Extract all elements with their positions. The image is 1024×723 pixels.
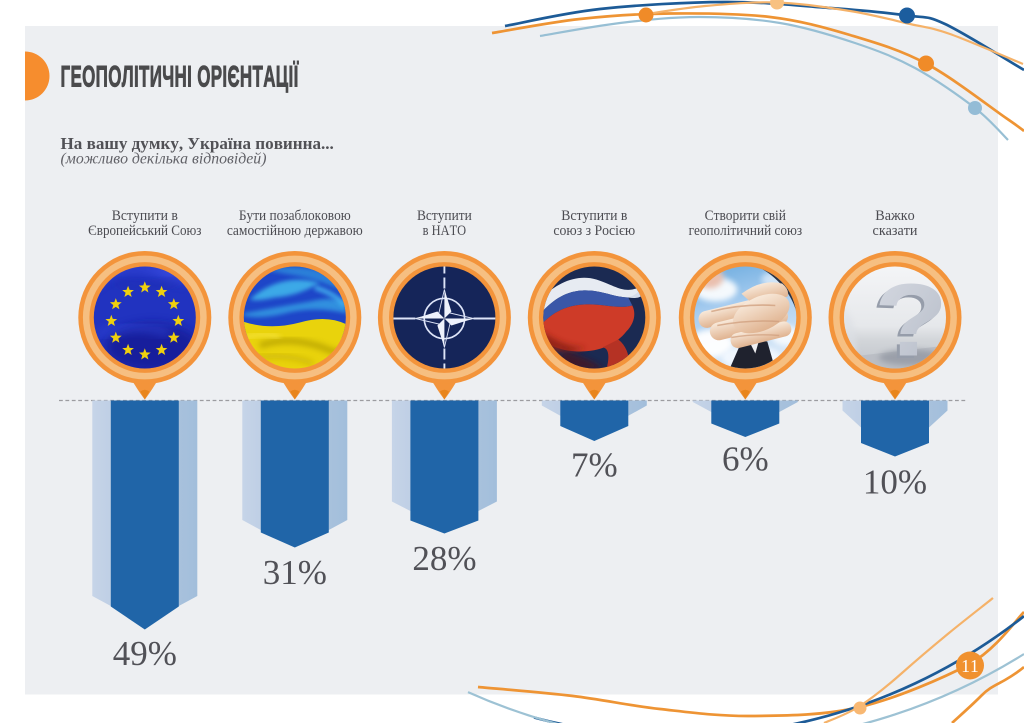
svg-text:союз з Росією: союз з Росією	[553, 223, 635, 240]
svg-text:31%: 31%	[263, 553, 327, 592]
svg-text:Вступити в: Вступити в	[561, 208, 627, 225]
svg-text:Створити свій: Створити свій	[705, 208, 787, 225]
svg-text:Європейський Союз: Європейський Союз	[88, 222, 202, 239]
svg-text:7%: 7%	[571, 446, 618, 485]
svg-text:11: 11	[961, 656, 979, 676]
svg-text:28%: 28%	[412, 539, 476, 578]
svg-text:6%: 6%	[722, 439, 769, 478]
svg-text:49%: 49%	[113, 634, 177, 673]
svg-text:(можливо декілька відповідей): (можливо декілька відповідей)	[61, 151, 267, 168]
svg-text:10%: 10%	[863, 462, 927, 501]
svg-text:геополітичний союз: геополітичний союз	[689, 222, 803, 239]
svg-text:Вступити в: Вступити в	[112, 208, 178, 225]
svg-text:Вступити: Вступити	[417, 208, 472, 225]
svg-text:?: ?	[871, 265, 945, 380]
svg-text:Важко: Важко	[875, 208, 914, 224]
svg-text:На вашу думку, Україна повинна: На вашу думку, Україна повинна...	[61, 134, 334, 153]
svg-text:Бути позаблоковою: Бути позаблоковою	[239, 208, 351, 225]
svg-text:в НАТО: в НАТО	[423, 222, 467, 238]
svg-text:ГЕОПОЛІТИЧНІ ОРІЄНТАЦІЇ: ГЕОПОЛІТИЧНІ ОРІЄНТАЦІЇ	[61, 61, 300, 94]
svg-text:самостійною державою: самостійною державою	[227, 223, 363, 240]
svg-text:сказати: сказати	[873, 223, 918, 239]
